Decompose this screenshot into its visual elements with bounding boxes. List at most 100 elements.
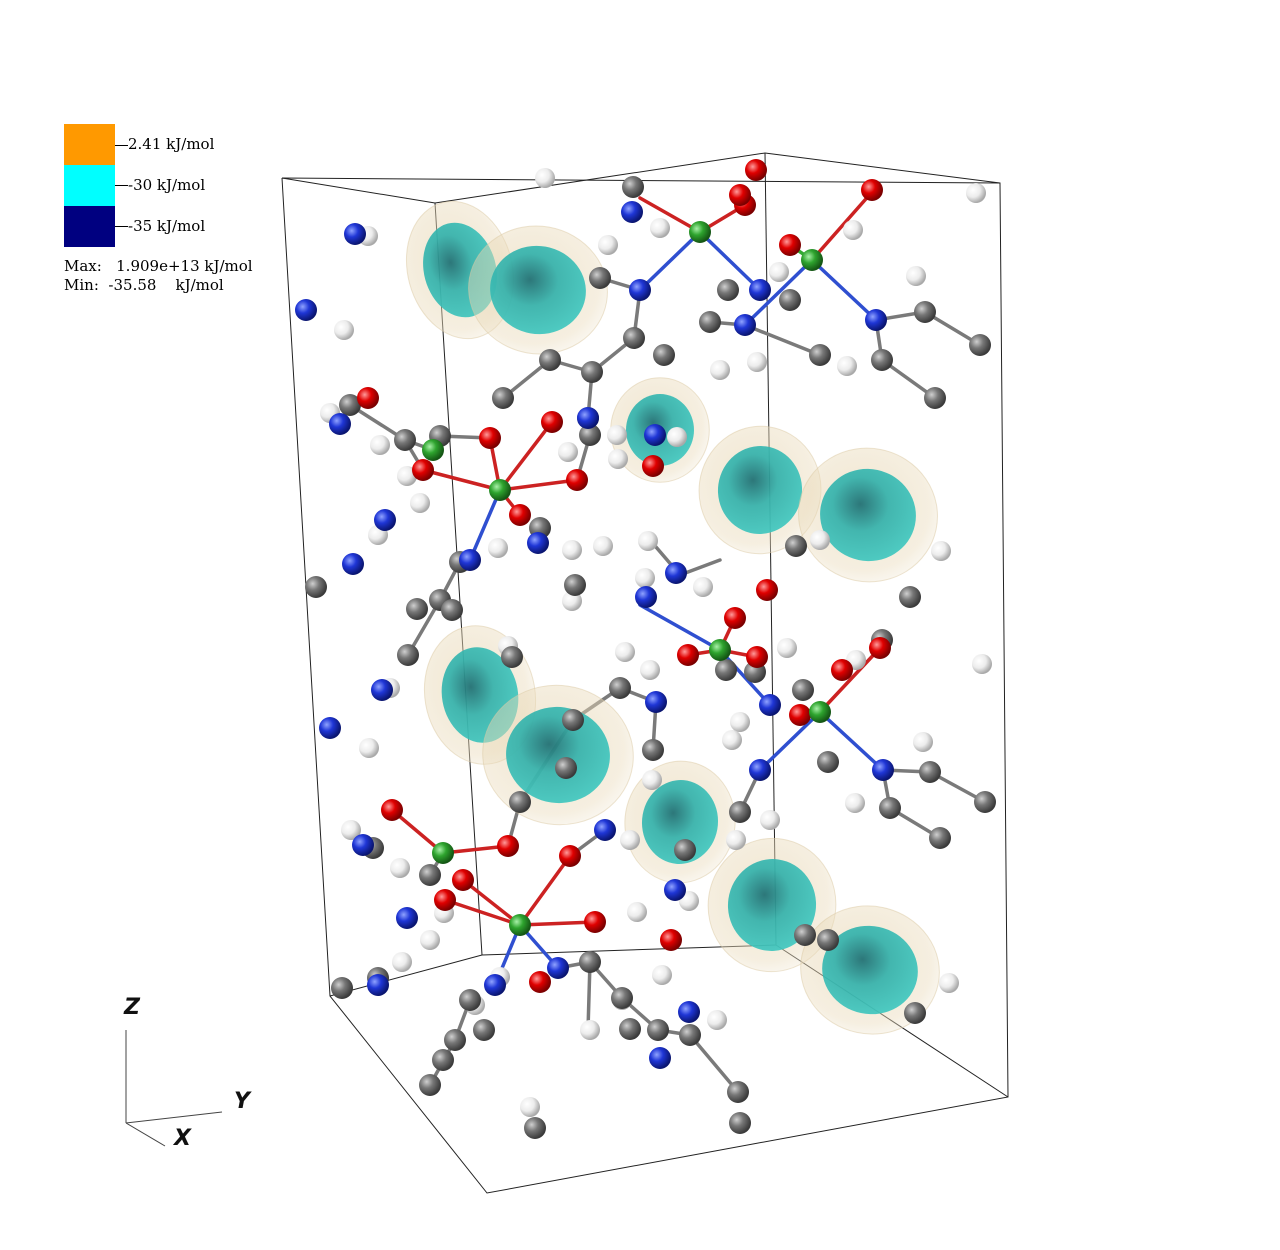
hydrogen-atom xyxy=(334,320,354,340)
carbon-atom xyxy=(653,344,675,366)
metal-atom xyxy=(709,639,731,661)
oxygen-atom xyxy=(559,845,581,867)
carbon-atom xyxy=(305,576,327,598)
carbon-atom xyxy=(679,1024,701,1046)
carbon-atom xyxy=(919,761,941,783)
metal-atom xyxy=(422,439,444,461)
nitrogen-atom xyxy=(749,279,771,301)
carbon-atom xyxy=(623,327,645,349)
carbon-atom xyxy=(609,677,631,699)
nitrogen-atom xyxy=(759,694,781,716)
nitrogen-atom xyxy=(396,907,418,929)
hydrogen-atom xyxy=(760,810,780,830)
nitrogen-atom xyxy=(664,879,686,901)
hydrogen-atom xyxy=(972,654,992,674)
carbon-atom xyxy=(331,977,353,999)
carbon-atom xyxy=(419,1074,441,1096)
carbon-atom xyxy=(779,289,801,311)
hydrogen-atom xyxy=(777,638,797,658)
hydrogen-atom xyxy=(747,352,767,372)
metal-atom xyxy=(809,701,831,723)
hydrogen-atom xyxy=(608,449,628,469)
carbon-atom xyxy=(524,1117,546,1139)
nitrogen-atom xyxy=(649,1047,671,1069)
bond xyxy=(498,420,554,492)
bond xyxy=(810,258,878,322)
hydrogen-atom xyxy=(420,930,440,950)
hydrogen-atom xyxy=(843,220,863,240)
z-axis-label: Z xyxy=(124,995,140,1020)
hydrogen-atom xyxy=(635,568,655,588)
carbon-atom xyxy=(674,839,696,861)
hydrogen-atom xyxy=(638,531,658,551)
oxygen-atom xyxy=(745,159,767,181)
carbon-atom xyxy=(459,989,481,1011)
nitrogen-atom xyxy=(329,413,351,435)
oxygen-atom xyxy=(746,646,768,668)
bond xyxy=(810,190,874,262)
hydrogen-atom xyxy=(359,738,379,758)
color-legend: 2.41 kJ/mol -30 kJ/mol -35 kJ/mol Max: 1… xyxy=(0,0,300,300)
oxygen-atom xyxy=(381,799,403,821)
oxygen-atom xyxy=(357,387,379,409)
carbon-atom xyxy=(441,599,463,621)
hydrogen-atom xyxy=(906,266,926,286)
hydrogen-atom xyxy=(652,965,672,985)
bond xyxy=(698,230,762,292)
carbon-atom xyxy=(432,1049,454,1071)
oxygen-atom xyxy=(861,179,883,201)
oxygen-atom xyxy=(584,911,606,933)
carbon-atom xyxy=(809,344,831,366)
hydrogen-atom xyxy=(620,830,640,850)
nitrogen-atom xyxy=(319,717,341,739)
carbon-atom xyxy=(729,1112,751,1134)
legend-label: -30 kJ/mol xyxy=(128,176,206,194)
hydrogen-atom xyxy=(392,952,412,972)
hydrogen-atom xyxy=(837,356,857,376)
min-label: Min: xyxy=(64,276,99,294)
carbon-atom xyxy=(473,1019,495,1041)
nitrogen-atom xyxy=(629,279,651,301)
nitrogen-atom xyxy=(484,974,506,996)
carbon-atom xyxy=(509,791,531,813)
legend-tick xyxy=(115,226,128,227)
nitrogen-atom xyxy=(374,509,396,531)
hydrogen-atom xyxy=(707,1010,727,1030)
oxygen-atom xyxy=(660,929,682,951)
carbon-atom xyxy=(924,387,946,409)
nitrogen-atom xyxy=(621,201,643,223)
hydrogen-atom xyxy=(722,730,742,750)
nitrogen-atom xyxy=(547,957,569,979)
bond xyxy=(718,648,772,707)
bond xyxy=(443,898,522,927)
hydrogen-atom xyxy=(593,536,613,556)
bond xyxy=(758,710,822,772)
carbon-atom xyxy=(419,864,441,886)
hydrogen-atom xyxy=(966,183,986,203)
carbon-atom xyxy=(904,1002,926,1024)
nitrogen-atom xyxy=(872,759,894,781)
isosurface-core xyxy=(641,780,719,864)
bond xyxy=(421,468,502,492)
carbon-atom xyxy=(555,757,577,779)
carbon-atom xyxy=(929,827,951,849)
nitrogen-atom xyxy=(527,532,549,554)
oxygen-atom xyxy=(479,427,501,449)
hydrogen-atom xyxy=(730,712,750,732)
isosurface-core xyxy=(717,446,803,534)
min-stat: Min: -35.58 kJ/mol xyxy=(64,276,224,294)
nitrogen-atom xyxy=(295,299,317,321)
oxygen-atom xyxy=(724,607,746,629)
hydrogen-atom xyxy=(726,830,746,850)
oxygen-atom xyxy=(677,644,699,666)
nitrogen-atom xyxy=(678,1001,700,1023)
hydrogen-atom xyxy=(390,858,410,878)
carbon-atom xyxy=(564,574,586,596)
y-axis-label: Y xyxy=(234,1089,250,1114)
bond xyxy=(468,488,502,562)
nitrogen-atom xyxy=(635,586,657,608)
hydrogen-atom xyxy=(580,1020,600,1040)
carbon-atom xyxy=(394,429,416,451)
carbon-atom xyxy=(871,349,893,371)
